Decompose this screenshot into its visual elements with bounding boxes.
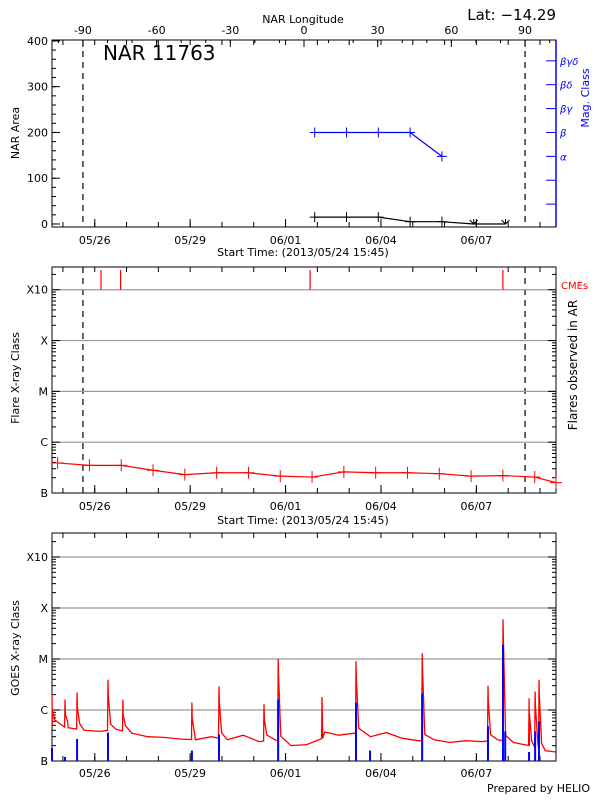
panel1-xlabel: Start Time: (2013/05/24 15:45) <box>217 246 389 259</box>
date-tick-label: 05/29 <box>174 767 206 780</box>
date-tick-label: 05/26 <box>79 234 111 247</box>
panel1-right-ylabel: Mag. Class <box>579 68 592 127</box>
cme-label: CMEs <box>561 281 588 292</box>
date-tick-label: 06/01 <box>270 500 302 513</box>
area-marker <box>505 219 510 225</box>
date-tick-label: 05/26 <box>79 767 111 780</box>
date-tick-label: 06/07 <box>461 767 493 780</box>
date-tick-label: 05/29 <box>174 234 206 247</box>
lon-tick-label: -30 <box>221 24 239 37</box>
date-tick-label: 06/07 <box>461 500 493 513</box>
y-tick-label: 400 <box>27 35 48 48</box>
latitude-label: Lat: −14.29 <box>467 6 556 24</box>
lon-tick-label: -60 <box>148 24 166 37</box>
y-tick-label: 300 <box>27 81 48 94</box>
credit-label: Prepared by HELIO <box>487 782 590 795</box>
mag-tick-label: βδ <box>559 81 573 92</box>
mag-tick-label: β <box>559 128 567 139</box>
y-tick-label: 0 <box>41 218 48 231</box>
date-tick-label: 05/26 <box>79 500 111 513</box>
panel2-xlabel: Start Time: (2013/05/24 15:45) <box>217 514 389 527</box>
y-tick-label: M <box>39 653 49 666</box>
lon-tick-label: 90 <box>518 24 532 37</box>
date-tick-label: 06/07 <box>461 234 493 247</box>
y-tick-label: M <box>39 385 49 398</box>
date-tick-label: 06/04 <box>365 767 397 780</box>
date-tick-label: 06/01 <box>270 234 302 247</box>
flare-level-line <box>57 462 557 484</box>
region-title: NAR 11763 <box>103 41 216 65</box>
mag-tick-label: βγδ <box>559 57 578 68</box>
y-tick-label: C <box>40 704 48 717</box>
lon-tick-label: -90 <box>74 24 92 37</box>
date-tick-label: 05/29 <box>174 500 206 513</box>
date-tick-label: 06/01 <box>270 767 302 780</box>
date-tick-label: 06/04 <box>365 234 397 247</box>
y-tick-label: C <box>40 436 48 449</box>
y-tick-label: X10 <box>26 284 48 297</box>
area-marker <box>469 219 475 225</box>
panel2-frame <box>51 266 557 494</box>
y-tick-label: B <box>40 487 48 500</box>
area-marker <box>473 219 479 225</box>
panel2-ylabel: Flare X-ray Class <box>9 332 22 424</box>
panel3-ylabel: GOES X-ray Class <box>9 600 22 696</box>
y-tick-label: X <box>40 602 48 615</box>
lon-tick-label: 0 <box>301 24 308 37</box>
mag-tick-label: βγ <box>559 105 573 116</box>
mag-tick-label: α <box>560 152 567 163</box>
y-tick-label: X <box>40 335 48 348</box>
lon-tick-label: 60 <box>444 24 458 37</box>
panel2-right-ylabel: Flares observed in AR <box>566 300 580 430</box>
y-tick-label: 100 <box>27 172 48 185</box>
panel1-ylabel: NAR Area <box>9 107 22 159</box>
y-tick-label: X10 <box>26 551 48 564</box>
panel3-frame <box>51 532 557 762</box>
y-tick-label: 200 <box>27 126 48 139</box>
panel1-frame <box>51 39 557 228</box>
top-axis-title: NAR Longitude <box>262 13 344 26</box>
area-marker <box>501 219 506 225</box>
y-tick-label: B <box>40 755 48 768</box>
date-tick-label: 06/04 <box>365 500 397 513</box>
goes-long-channel-line <box>51 619 556 753</box>
lon-tick-label: 30 <box>371 24 385 37</box>
